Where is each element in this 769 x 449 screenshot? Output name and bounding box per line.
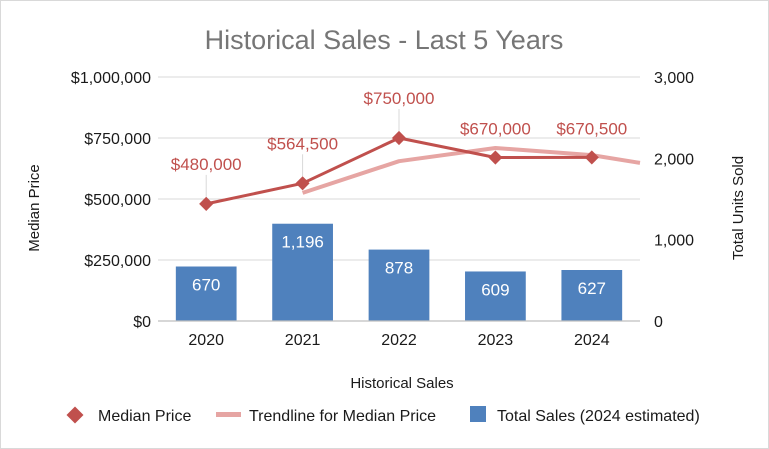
y-axis-title: Median Price [26,164,43,252]
median-price-line [199,130,599,211]
median-price-label: $480,000 [171,155,242,174]
legend-trendline-marker [216,412,241,417]
bar [465,271,526,321]
x-tick-label: 2020 [188,332,224,349]
median-price-label: $670,500 [556,119,627,138]
x-tick-label: 2023 [478,332,514,349]
y-tick-label: $750,000 [84,131,151,148]
y2-axis-title: Total Units Sold [730,156,747,260]
legend-median-price-marker [66,406,84,424]
legend-trendline-label: Trendline for Median Price [249,408,436,425]
y2-axis-ticks: 0 1,000 2,000 3,000 [654,70,694,331]
bar [561,270,623,321]
x-tick-label: 2022 [381,332,417,349]
bar-value-label: 627 [578,279,606,298]
bars [175,223,623,321]
x-axis-ticks: 2020 2021 2022 2023 2024 [188,332,609,349]
median-price-point [295,176,310,191]
median-price-path [205,136,592,206]
price-labels: $480,000 $564,500 $750,000 $670,000 $670,500 [171,89,628,174]
y-tick-label: $500,000 [84,192,151,209]
y2-tick-label: 3,000 [654,70,694,87]
median-price-point [488,150,503,165]
legend: Median Price Trendline for Median Price … [66,406,700,425]
median-price-point [199,196,214,211]
bar [368,249,430,321]
bar [272,223,333,321]
x-axis-title: Historical Sales [350,375,453,392]
bar-labels: 670 1,196 878 609 627 [192,233,606,300]
bar [175,266,237,321]
legend-total-sales-label: Total Sales (2024 estimated) [497,408,700,425]
x-tick-label: 2024 [574,332,610,349]
y2-tick-label: 1,000 [654,233,694,250]
median-price-label: $670,000 [460,120,531,139]
bar-value-label: 878 [385,259,413,278]
bar-value-label: 609 [481,280,509,299]
chart-title: Historical Sales - Last 5 Years [205,25,564,55]
label-leaders [205,109,400,197]
bar-value-label: 1,196 [281,233,324,252]
legend-total-sales-marker [470,406,486,422]
x-tick-label: 2021 [285,332,321,349]
y2-tick-label: 2,000 [654,151,694,168]
y-tick-label: $250,000 [84,253,151,270]
bar-value-label: 670 [192,276,220,295]
trendline [301,146,641,195]
y-axis-ticks: $0 $250,000 $500,000 $750,000 $1,000,000 [71,70,151,331]
median-price-label: $564,500 [267,134,338,153]
median-price-label: $750,000 [364,89,435,108]
median-price-point [584,150,599,165]
y-tick-label: $0 [133,314,151,331]
y-tick-label: $1,000,000 [71,70,151,87]
trendline-path [301,146,641,195]
legend-median-price-label: Median Price [98,408,191,425]
median-price-point [391,130,407,146]
y2-tick-label: 0 [654,314,663,331]
